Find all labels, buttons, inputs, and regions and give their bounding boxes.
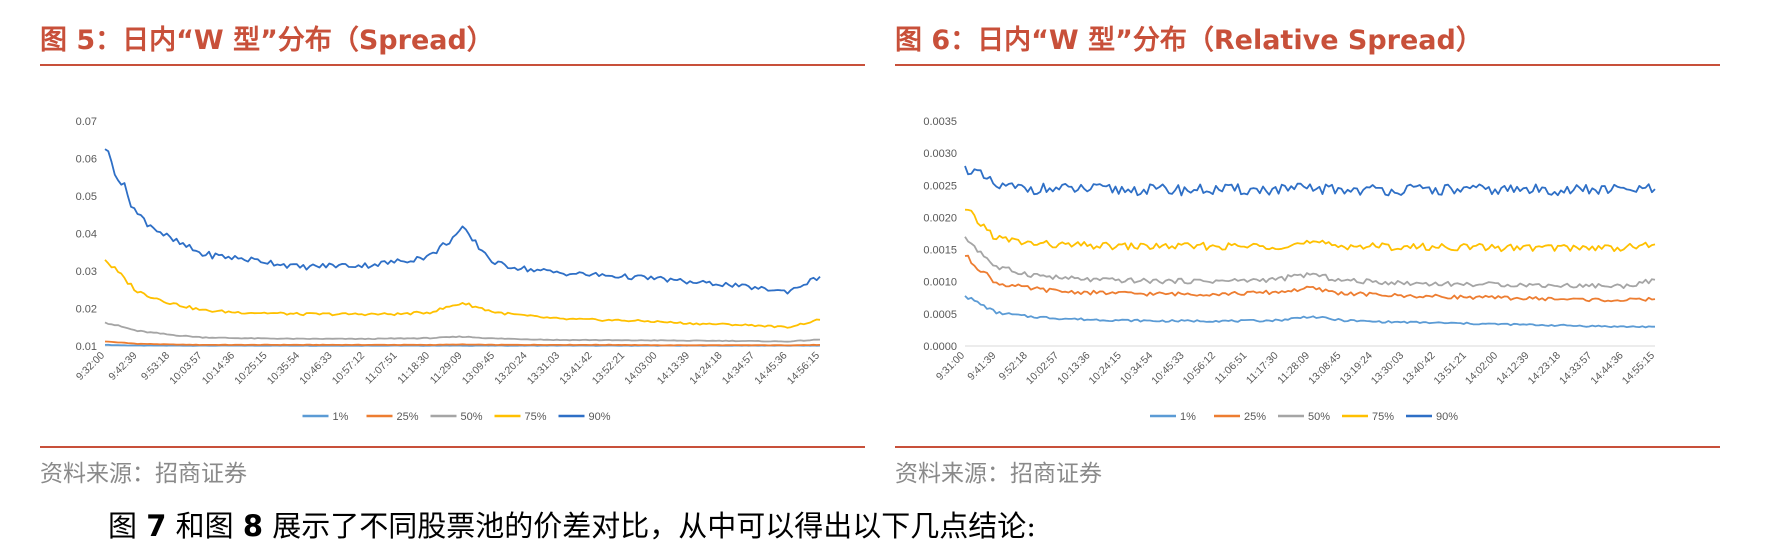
body-text-part-1: 图 xyxy=(108,509,147,543)
figure-5-title: 图 5：日内“W 型”分布（Spread） xyxy=(40,25,494,56)
body-paragraph: 图 7 和图 8 展示了不同股票池的价差对比，从中可以得出以下几点结论: xyxy=(108,503,1036,545)
figure-6-source: 资料来源：招商证券 xyxy=(895,461,1102,487)
y-tick-label: 0.0010 xyxy=(923,277,957,289)
x-tick-label: 11:28:09 xyxy=(1275,350,1312,387)
x-tick-label: 13:20:24 xyxy=(492,350,529,387)
y-tick-label: 0.02 xyxy=(76,304,97,316)
legend-label: 50% xyxy=(1308,411,1330,423)
x-tick-label: 14:55:15 xyxy=(1620,350,1657,387)
x-tick-label: 10:25:15 xyxy=(232,350,269,387)
x-tick-label: 14:02:00 xyxy=(1463,350,1500,387)
figure-5-top-rule xyxy=(40,64,865,66)
x-tick-label: 11:29:09 xyxy=(428,350,465,387)
x-tick-label: 13:51:21 xyxy=(1432,350,1469,387)
x-tick-label: 13:30:03 xyxy=(1369,350,1406,387)
x-tick-label: 13:40:42 xyxy=(1400,350,1437,387)
x-tick-label: 9:41:39 xyxy=(965,350,998,383)
series-line-1pct xyxy=(964,295,1655,329)
series-line-25pct xyxy=(104,340,821,347)
relative-spread-line-chart: 0.0000 0.0005 0.0010 0.0015 0.0020 0.0025 0.00… xyxy=(923,116,1657,423)
x-tick-label: 14:13:39 xyxy=(655,350,692,387)
x-tick-label: 10:24:15 xyxy=(1087,350,1124,387)
y-tick-label: 0.01 xyxy=(76,341,97,353)
y-tick-label: 0.0015 xyxy=(923,245,957,257)
y-tick-label: 0.06 xyxy=(76,154,97,166)
figure-6-bottom-rule xyxy=(895,446,1720,448)
x-tick-label: 10:57:12 xyxy=(330,350,367,387)
y-tick-label: 0.0000 xyxy=(923,341,957,353)
legend-label: 75% xyxy=(1372,411,1394,423)
legend-label: 25% xyxy=(397,411,419,423)
x-tick-label: 9:31:00 xyxy=(934,350,967,383)
y-tick-label: 0.0030 xyxy=(923,148,957,160)
series-line-50pct xyxy=(964,236,1656,290)
y-tick-label: 0.07 xyxy=(76,116,97,128)
x-tick-label: 13:31:03 xyxy=(525,350,562,387)
series-line-75pct xyxy=(104,259,821,329)
x-tick-label: 9:32:00 xyxy=(74,350,107,383)
legend-label: 25% xyxy=(1244,411,1266,423)
y-tick-label: 0.0025 xyxy=(923,180,957,192)
x-tick-label: 10:03:57 xyxy=(167,350,204,387)
x-tick-label: 13:52:21 xyxy=(590,350,627,387)
figure-6-panel: 图 6：日内“W 型”分布（Relative Spread） 0.0000 0.0… xyxy=(895,20,1720,488)
body-figure-number-7: 7 xyxy=(146,509,167,543)
legend-label: 90% xyxy=(589,411,611,423)
x-tick-label: 14:34:57 xyxy=(720,350,757,387)
x-tick-label: 14:33:57 xyxy=(1557,350,1594,387)
x-tick-label: 14:24:18 xyxy=(687,350,724,387)
body-figure-number-8: 8 xyxy=(242,509,264,543)
x-tick-label: 9:42:39 xyxy=(106,350,139,383)
x-tick-label: 10:45:33 xyxy=(1149,350,1186,387)
x-tick-label: 13:08:45 xyxy=(1306,350,1343,387)
x-tick-label: 11:18:30 xyxy=(395,350,432,387)
x-tick-label: 10:02:57 xyxy=(1024,350,1061,387)
x-tick-label: 10:13:36 xyxy=(1055,350,1092,387)
x-tick-label: 14:56:15 xyxy=(785,350,822,387)
legend-label: 50% xyxy=(461,411,483,423)
legend-label: 75% xyxy=(525,411,547,423)
x-tick-label: 14:23:18 xyxy=(1526,350,1563,387)
y-tick-label: 0.0005 xyxy=(923,309,957,321)
y-tick-label: 0.0020 xyxy=(923,212,957,224)
x-tick-label: 13:09:45 xyxy=(460,350,497,387)
figure-5-bottom-rule xyxy=(40,446,865,448)
x-tick-label: 14:45:36 xyxy=(752,350,789,387)
series-line-25pct xyxy=(964,254,1656,303)
x-tick-label: 10:35:54 xyxy=(265,350,302,387)
figure-6-title: 图 6：日内“W 型”分布（Relative Spread） xyxy=(895,25,1483,56)
x-tick-label: 14:03:00 xyxy=(622,350,659,387)
x-tick-label: 10:14:36 xyxy=(200,350,237,387)
body-text-part-3: 展示了不同股票池的价差对比，从中可以得出以下几点结论: xyxy=(263,509,1037,543)
x-tick-label: 13:19:24 xyxy=(1337,350,1374,387)
legend-label: 90% xyxy=(1436,411,1458,423)
y-tick-label: 0.04 xyxy=(76,229,97,241)
series-line-90pct xyxy=(104,148,821,295)
x-tick-label: 13:41:42 xyxy=(557,350,594,387)
x-tick-label: 10:34:54 xyxy=(1118,350,1155,387)
figure-5-panel: 图 5：日内“W 型”分布（Spread） 0.01 0.02 0.03 0.04 0.… xyxy=(40,20,865,488)
x-tick-label: 14:44:36 xyxy=(1588,350,1625,387)
x-tick-label: 11:17:30 xyxy=(1244,350,1281,387)
spread-line-chart: 0.01 0.02 0.03 0.04 0.05 0.06 0.07 9:32:00 9:42:… xyxy=(74,116,822,423)
legend-label: 1% xyxy=(1180,411,1196,423)
series-line-90pct xyxy=(964,165,1656,197)
y-tick-label: 0.05 xyxy=(76,191,97,203)
x-tick-label: 10:56:12 xyxy=(1181,350,1218,387)
x-tick-label: 14:12:39 xyxy=(1494,350,1531,387)
series-line-75pct xyxy=(964,208,1656,253)
y-tick-label: 0.03 xyxy=(76,266,97,278)
x-tick-label: 11:06:51 xyxy=(1213,350,1250,387)
x-tick-label: 10:46:33 xyxy=(297,350,334,387)
body-text-part-2: 和图 xyxy=(166,509,243,543)
figure-5-source: 资料来源：招商证券 xyxy=(40,461,247,487)
legend-label: 1% xyxy=(333,411,349,423)
series-line-50pct xyxy=(104,321,821,343)
y-tick-label: 0.0035 xyxy=(923,116,957,128)
figure-6-top-rule xyxy=(895,64,1720,66)
x-tick-label: 11:07:51 xyxy=(363,350,400,387)
